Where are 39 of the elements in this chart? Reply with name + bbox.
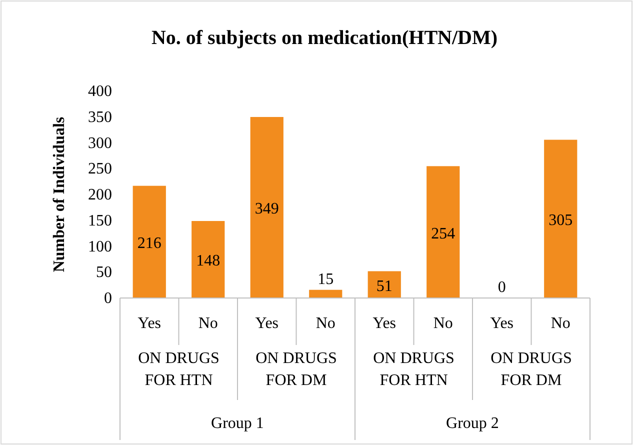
data-label: 349 bbox=[254, 200, 279, 218]
bar bbox=[426, 166, 460, 298]
x-tick-label: No bbox=[316, 315, 336, 332]
data-label: 0 bbox=[498, 279, 506, 296]
bar bbox=[132, 186, 166, 298]
text: ON DRUGS FOR HTN bbox=[138, 350, 220, 389]
text: ON DRUGS FOR HTN bbox=[373, 350, 454, 389]
text: ON DRUGS FOR DM bbox=[256, 350, 337, 389]
x-tick-label: Yes bbox=[138, 315, 162, 332]
data-label: 148 bbox=[196, 252, 220, 270]
text: Group 2 bbox=[446, 415, 499, 432]
text: Group 1 bbox=[211, 415, 264, 432]
y-tick-label: 0 bbox=[104, 290, 112, 307]
y-axis-title: Number of Individuals bbox=[51, 116, 68, 272]
y-tick-label: 200 bbox=[88, 186, 112, 204]
x-tick-label: Yes bbox=[372, 315, 396, 332]
bar bbox=[192, 221, 225, 298]
x-tick-label: No bbox=[433, 315, 453, 332]
bar bbox=[250, 116, 284, 298]
y-tick-label: 250 bbox=[88, 160, 112, 178]
y-tick-label: 150 bbox=[88, 212, 112, 230]
y-tick-label: 400 bbox=[88, 83, 112, 100]
x-tick-label: Yes bbox=[255, 315, 279, 332]
chart-title: No. of subjects on medication(HTN/DM) bbox=[151, 27, 498, 49]
y-tick-label: 350 bbox=[88, 108, 112, 126]
data-label: 254 bbox=[431, 225, 456, 242]
y-tick-label: 50 bbox=[96, 264, 112, 282]
data-label: 51 bbox=[376, 278, 392, 295]
data-label: 305 bbox=[548, 212, 573, 230]
bar bbox=[368, 271, 401, 298]
data-label: 15 bbox=[318, 271, 334, 288]
text: ON DRUGS FOR DM bbox=[490, 350, 572, 389]
x-tick-label: No bbox=[198, 315, 218, 332]
x-tick-label: No bbox=[550, 315, 570, 332]
y-tick-label: 100 bbox=[88, 238, 112, 256]
y-tick-label: 300 bbox=[88, 134, 112, 152]
bar bbox=[544, 140, 578, 298]
data-label: 216 bbox=[137, 235, 162, 252]
x-tick-label: Yes bbox=[490, 315, 514, 332]
